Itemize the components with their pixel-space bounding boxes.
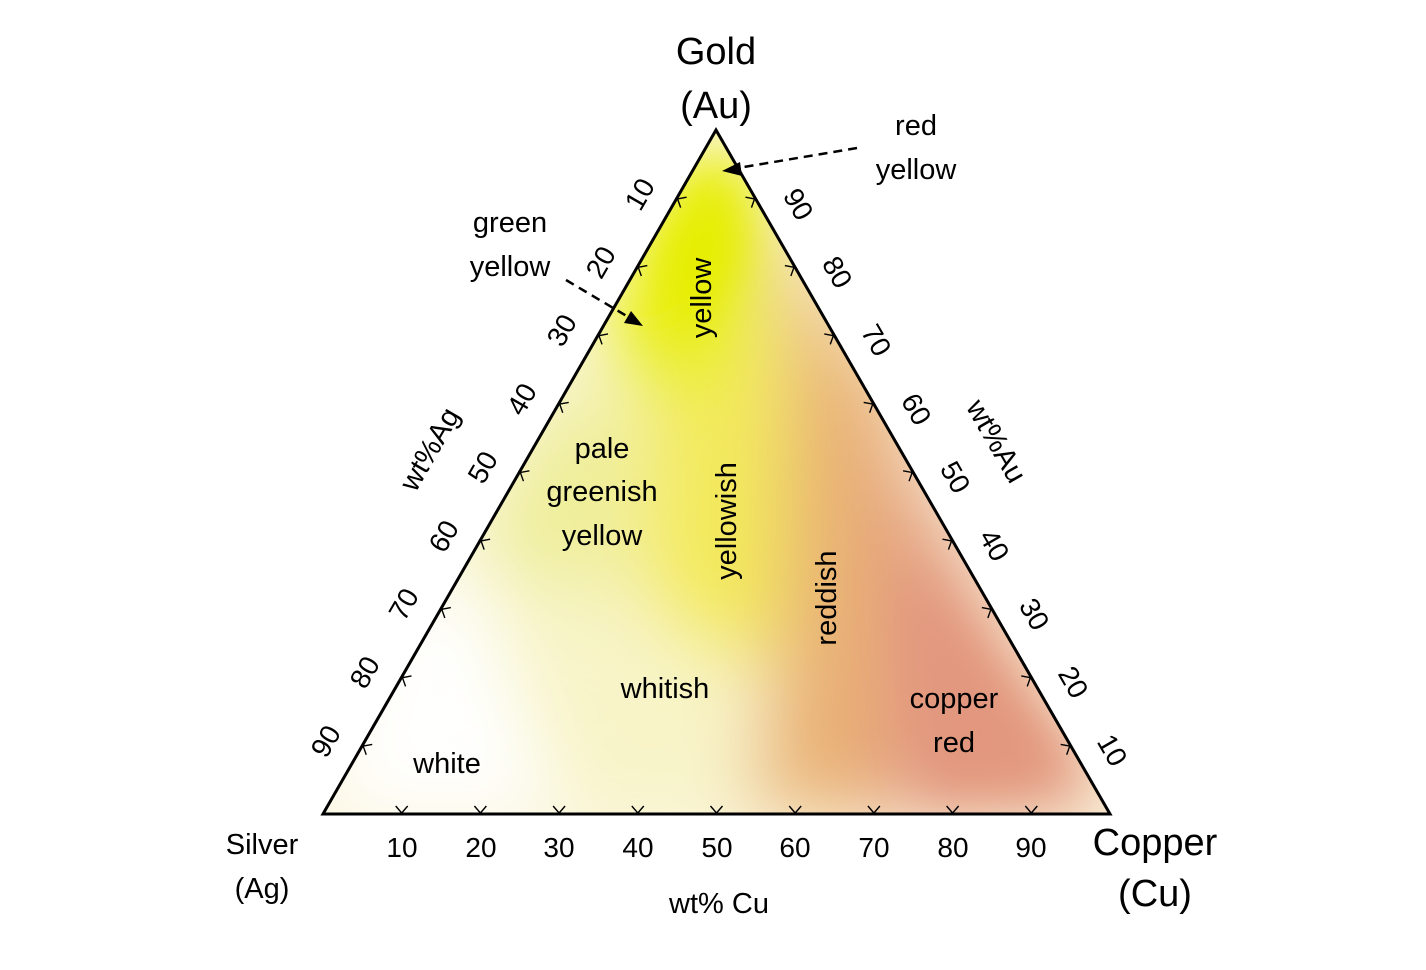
bottom-tick <box>631 805 645 815</box>
right-tick <box>824 333 835 345</box>
right-tick <box>942 538 953 550</box>
region-yellow-label: yellow <box>686 257 718 339</box>
tick-label: 80 <box>937 832 968 863</box>
left-tick <box>519 470 530 482</box>
callout-red-yellow-line2: yellow <box>876 154 958 186</box>
left-tick <box>362 743 373 756</box>
left-tick <box>440 606 451 619</box>
bottom-tick <box>867 805 881 815</box>
left-axis-title: wt%Ag <box>393 402 466 497</box>
region-yellowish-label: yellowish <box>711 462 743 580</box>
tick-label: 70 <box>855 319 897 361</box>
bottom-tick <box>709 805 724 815</box>
right-tick <box>981 606 992 619</box>
bottom-tick-labels: 10 20 30 40 50 60 70 80 90 <box>386 832 1046 863</box>
tick-label: 40 <box>622 832 653 863</box>
bottom-tick <box>395 805 409 815</box>
tick-label: 20 <box>1052 661 1094 703</box>
left-tick <box>676 196 687 208</box>
callout-red-yellow-line1: red <box>895 110 937 142</box>
bottom-tick <box>788 805 802 815</box>
region-pale-greenish-yellow-line3: yellow <box>562 520 644 552</box>
region-copper-red-line2: red <box>933 727 975 759</box>
tick-label: 50 <box>701 832 732 863</box>
tick-label: 30 <box>1013 593 1055 635</box>
bottom-tick <box>473 805 487 815</box>
copper-title: Copper <box>1093 822 1218 864</box>
region-pale-greenish-yellow-line2: greenish <box>546 476 657 508</box>
gold-title: Gold <box>676 31 756 73</box>
tick-label: 40 <box>501 378 543 420</box>
bottom-tick <box>552 805 566 815</box>
tick-label: 20 <box>580 241 622 283</box>
tick-label: 10 <box>386 832 417 863</box>
right-tick <box>1060 743 1071 756</box>
left-tick <box>401 675 412 687</box>
tick-label: 10 <box>1091 729 1133 771</box>
tick-label: 20 <box>465 832 496 863</box>
tick-label: 30 <box>541 309 583 351</box>
callout-green-yellow-arrowhead <box>624 311 643 326</box>
bottom-axis-title: wt% Cu <box>668 888 769 920</box>
tick-label: 50 <box>934 456 976 498</box>
tick-label: 70 <box>858 832 889 863</box>
left-tick <box>598 333 609 345</box>
region-whitish-label: whitish <box>620 673 710 705</box>
tick-label: 40 <box>973 524 1015 566</box>
region-copper-red-line1: copper <box>910 683 999 715</box>
tick-label: 80 <box>816 251 858 293</box>
tick-label: 70 <box>383 583 425 625</box>
tick-marks <box>362 196 1071 815</box>
tick-label: 30 <box>543 832 574 863</box>
callout-green-yellow-line1: green <box>473 207 547 239</box>
left-tick <box>637 264 648 277</box>
right-tick <box>784 264 795 277</box>
tick-label: 50 <box>462 446 504 488</box>
gold-symbol: (Au) <box>680 85 752 127</box>
tick-label: 90 <box>1015 832 1046 863</box>
right-tick <box>1021 675 1032 687</box>
callout-red-yellow-arrow <box>737 146 858 170</box>
callout-green-yellow-line2: yellow <box>470 251 552 283</box>
callout-green-yellow-arrow <box>565 278 631 320</box>
region-reddish-label: reddish <box>811 550 843 645</box>
right-tick <box>745 196 756 208</box>
right-tick <box>863 401 874 414</box>
tick-label: 80 <box>344 651 386 693</box>
silver-symbol: (Ag) <box>235 873 290 905</box>
tick-label: 90 <box>777 183 819 225</box>
left-tick <box>480 538 491 550</box>
tick-label: 60 <box>423 515 465 557</box>
silver-title: Silver <box>226 829 299 861</box>
right-tick <box>902 470 914 482</box>
bottom-tick <box>946 805 960 815</box>
tick-label: 10 <box>619 173 661 215</box>
region-white-label: white <box>412 748 481 780</box>
tick-label: 90 <box>305 720 347 762</box>
copper-symbol: (Cu) <box>1118 873 1192 915</box>
tick-label: 60 <box>895 388 937 430</box>
left-tick <box>558 401 569 414</box>
callout-red-yellow-arrowhead <box>722 162 742 176</box>
region-pale-greenish-yellow-line1: pale <box>575 433 630 465</box>
bottom-tick <box>1024 805 1038 815</box>
tick-label: 60 <box>779 832 810 863</box>
